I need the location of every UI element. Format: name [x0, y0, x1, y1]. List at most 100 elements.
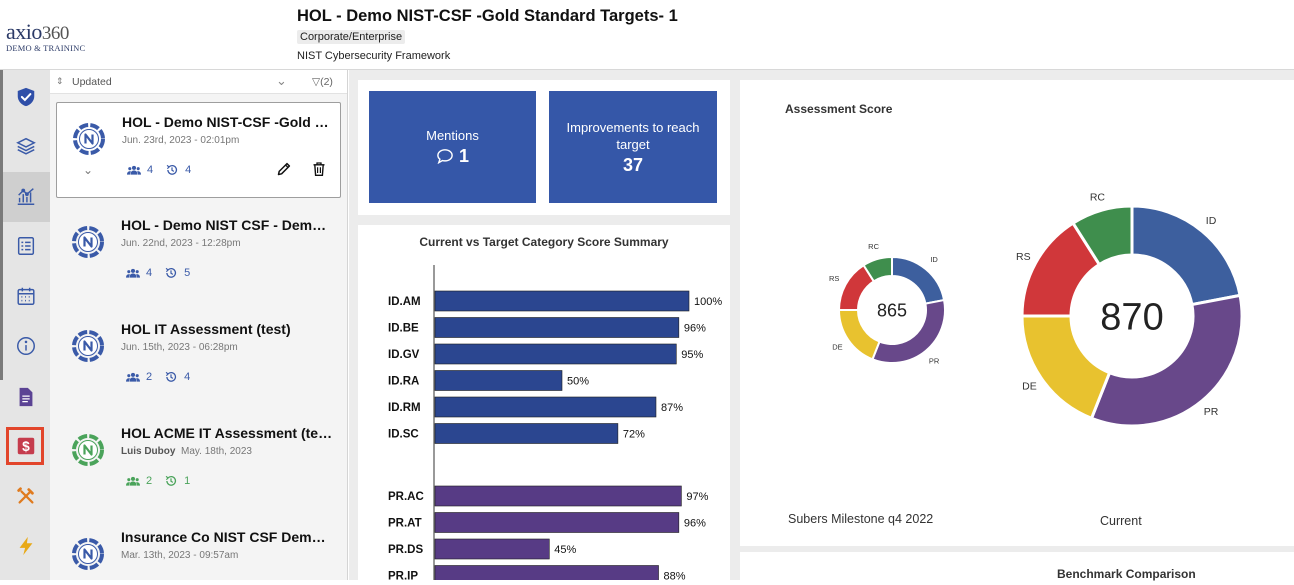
assessment-date: Jun. 22nd, 2023 - 12:28pm	[121, 238, 241, 249]
bar-id-rm[interactable]	[434, 396, 657, 418]
users-count: 4	[147, 164, 154, 176]
bar-id-gv[interactable]	[434, 343, 677, 365]
bar-value-label: 88%	[664, 571, 686, 581]
checklist-icon[interactable]	[13, 233, 39, 259]
shield-check-icon[interactable]	[13, 84, 39, 110]
assessment-meta: Mar. 13th, 2023 - 09:57am	[121, 550, 238, 561]
assessment-title[interactable]: Insurance Co NIST CSF Demo S...	[121, 529, 333, 545]
assessment-score-donuts: ID PR DE RS RC 865 ID PR DE RS RC 870	[829, 192, 1244, 428]
history-icon	[166, 164, 178, 175]
page-title: HOL - Demo NIST-CSF -Gold Standard Targe…	[297, 7, 678, 25]
svg-text:$: $	[22, 439, 30, 454]
rail-section-indicator	[0, 70, 3, 380]
bar-value-label: 87%	[661, 402, 683, 414]
assessment-list-panel: ⇕ Updated ⌄ ▽(2) HOL - Demo NIST-CSF -Go…	[50, 70, 348, 580]
bar-id-be[interactable]	[434, 317, 680, 338]
assessment-title[interactable]: HOL - Demo NIST CSF - Demo ...	[121, 217, 333, 233]
info-icon[interactable]	[13, 333, 39, 359]
baseline-slice-rc[interactable]	[862, 255, 893, 283]
baseline-slice-de[interactable]	[837, 309, 881, 361]
bar-pr-ac[interactable]	[434, 485, 682, 507]
assessment-meta: Jun. 22nd, 2023 - 12:28pm	[121, 238, 241, 249]
assessment-score-panel: Assessment Score ID PR DE RS RC 865 ID PR DE RS RC…	[740, 80, 1294, 546]
filter-count: (2)	[320, 76, 333, 88]
assessment-date: Jun. 15th, 2023 - 06:28pm	[121, 342, 238, 353]
bar-category-label: ID.AM	[388, 296, 421, 308]
assessment-card[interactable]: HOL ACME IT Assessment (test) Luis Duboy …	[56, 414, 341, 510]
current-slice-label: ID	[1206, 215, 1217, 227]
bar-pr-at[interactable]	[434, 512, 680, 533]
bar-id-am[interactable]	[434, 290, 690, 312]
bar-value-label: 72%	[623, 429, 645, 441]
lightning-icon[interactable]	[13, 533, 39, 559]
bar-value-label: 50%	[567, 376, 589, 388]
users-icon	[127, 165, 141, 175]
sort-icon[interactable]: ⇕	[56, 76, 64, 86]
bar-category-label: ID.RM	[388, 402, 421, 414]
bar-value-label: 95%	[681, 349, 703, 361]
mentions-card[interactable]: Mentions 1	[369, 91, 536, 203]
edit-icon[interactable]	[276, 161, 292, 177]
bar-category-label: ID.SC	[388, 429, 419, 441]
chevron-down-icon[interactable]: ⌄	[276, 73, 287, 88]
baseline-slice-label: DE	[832, 343, 842, 352]
dollar-icon[interactable]: $	[13, 433, 39, 459]
bar-category-label: PR.AT	[388, 518, 422, 530]
assessment-card[interactable]: HOL IT Assessment (test) Jun. 15th, 2023 …	[56, 310, 341, 406]
assessment-card[interactable]: HOL - Demo NIST-CSF -Gold St... Jun. 23rd…	[56, 102, 341, 198]
bar-chart-title: Current vs Target Category Score Summary	[419, 235, 669, 249]
assessment-meta: Jun. 23rd, 2023 - 02:01pm	[122, 135, 239, 146]
versions-count: 1	[184, 475, 191, 487]
assessment-avatar-icon	[73, 123, 105, 155]
bar-pr-ip[interactable]	[434, 565, 659, 585]
expand-chevron-icon[interactable]: ⌄	[83, 163, 94, 177]
assessment-title[interactable]: HOL IT Assessment (test)	[121, 321, 291, 337]
current-slice-id[interactable]	[1130, 204, 1242, 307]
benchmark-panel: Benchmark Comparison	[740, 552, 1294, 581]
tools-icon[interactable]	[13, 483, 39, 509]
bar-value-label: 96%	[684, 518, 706, 530]
current-slice-pr[interactable]	[1089, 293, 1244, 428]
bar-pr-ds[interactable]	[434, 538, 550, 560]
comment-icon	[437, 149, 453, 165]
assessment-date: Jun. 23rd, 2023 - 02:01pm	[122, 135, 240, 146]
baseline-slice-id[interactable]	[891, 255, 946, 305]
category-score-panel: Current vs Target Category Score Summary…	[358, 225, 730, 585]
current-slice-rc[interactable]	[1070, 204, 1134, 267]
filter-button[interactable]: ▽(2)	[312, 76, 333, 88]
assessment-card[interactable]: HOL - Demo NIST CSF - Demo ... Jun. 22nd,…	[56, 206, 341, 302]
assessment-card[interactable]: Insurance Co NIST CSF Demo S... Mar. 13th…	[56, 518, 341, 580]
history-icon	[165, 267, 177, 278]
history-icon	[165, 475, 177, 486]
bar-id-sc[interactable]	[434, 423, 619, 444]
mentions-label: Mentions	[426, 128, 479, 143]
analytics-icon[interactable]	[13, 183, 39, 209]
logo-number: 360	[41, 23, 70, 44]
benchmark-title: Benchmark Comparison	[1057, 567, 1196, 581]
calendar-icon[interactable]	[13, 283, 39, 309]
axio-logo[interactable]: axio360 DEMO & TRAININC	[6, 21, 96, 56]
layers-icon[interactable]	[13, 133, 39, 159]
assessment-title[interactable]: HOL ACME IT Assessment (test)	[121, 425, 333, 441]
improvements-card[interactable]: Improvements to reach target 37	[549, 91, 717, 203]
assessment-meta: Jun. 15th, 2023 - 06:28pm	[121, 342, 238, 353]
app-header: axio360 DEMO & TRAININC HOL - Demo NIST-…	[0, 0, 1294, 70]
baseline-slice-label: PR	[929, 356, 940, 365]
current-slice-label: DE	[1022, 380, 1037, 392]
assessment-avatar-icon	[72, 538, 104, 570]
assessment-title[interactable]: HOL - Demo NIST-CSF -Gold St...	[122, 114, 334, 130]
document-icon[interactable]	[13, 384, 39, 410]
bar-value-label: 97%	[686, 491, 708, 503]
assessment-date: May. 18th, 2023	[181, 446, 252, 457]
framework-label: NIST Cybersecurity Framework	[297, 50, 451, 62]
trash-icon[interactable]	[311, 161, 327, 177]
history-icon	[165, 371, 177, 382]
sort-label[interactable]: Updated	[72, 76, 112, 88]
users-count: 2	[146, 475, 153, 487]
bar-id-ra[interactable]	[434, 370, 563, 391]
baseline-slice-label: ID	[930, 255, 938, 264]
assessment-author: Luis Duboy	[121, 446, 176, 457]
improvements-value: 37	[622, 154, 644, 175]
current-slice-de[interactable]	[1020, 314, 1112, 421]
